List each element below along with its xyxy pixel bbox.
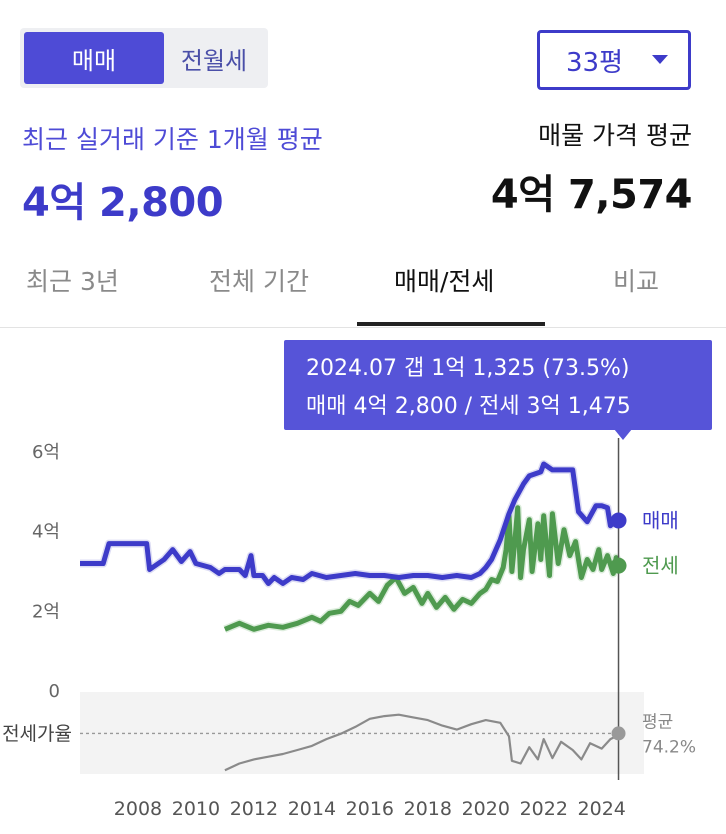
chart-tooltip: 2024.07 갭 1억 1,325 (73.5%) 매매 4억 2,800 /… <box>284 340 712 430</box>
x-tick-label: 2016 <box>346 798 394 820</box>
x-tick-label: 2012 <box>230 798 278 820</box>
jeonse-end-dot <box>610 557 627 574</box>
series-group <box>80 460 626 772</box>
chevron-down-icon <box>652 55 668 64</box>
listing-average-value: 4억 7,574 <box>490 172 693 218</box>
ratio-series-value: 74.2% <box>642 737 696 757</box>
sale-end-dot <box>610 512 627 529</box>
x-tick-label: 2008 <box>114 798 162 820</box>
recent-average-value: 4억 2,800 <box>22 180 224 226</box>
x-tick-label: 2018 <box>404 798 452 820</box>
period-tabs: 최근 3년 전체 기간 매매/전세 비교 <box>0 252 726 328</box>
ratio-line <box>224 713 623 772</box>
tooltip-price-line: 매매 4억 2,800 / 전세 3억 1,475 <box>306 394 631 419</box>
tooltip-arrow <box>614 429 632 440</box>
y-tick-label: 2억 <box>32 601 60 622</box>
recent-average-label: 최근 실거래 기준 1개월 평균 <box>22 125 323 154</box>
x-tick-label: 2024 <box>578 798 626 820</box>
sale-line <box>80 461 623 586</box>
y-tick-label: 0 <box>49 681 60 702</box>
tab-compare[interactable]: 비교 <box>613 267 660 296</box>
x-tick-label: 2010 <box>172 798 220 820</box>
area-size-dropdown[interactable]: 33평 <box>537 30 691 90</box>
ratio-end-dot <box>611 726 626 741</box>
x-tick-label: 2022 <box>520 798 568 820</box>
y-tick-label: 4억 <box>32 522 60 543</box>
tab-recent-3-years[interactable]: 최근 3년 <box>26 267 119 296</box>
ratio-axis-label: 전세가율 <box>2 723 72 745</box>
x-tick-label: 2014 <box>288 798 336 820</box>
tab-sale-jeonse[interactable]: 매매/전세 <box>394 267 495 296</box>
y-tick-label: 6억 <box>32 442 60 463</box>
x-axis: 2008 2010 2012 2014 2016 2018 2020 2022 2024 <box>114 798 626 820</box>
listing-average-label: 매물 가격 평균 <box>538 121 692 150</box>
y-axis: 6억 4억 2억 0 <box>32 442 60 702</box>
trade-type-toggle: 매매 전월세 <box>20 28 268 88</box>
ratio-series-label: 평균 <box>642 712 673 732</box>
jeonse-halo <box>223 503 626 634</box>
jeonse-line <box>223 505 625 632</box>
sale-toggle-button[interactable]: 매매 <box>24 32 164 84</box>
x-tick-label: 2020 <box>462 798 510 820</box>
tooltip-gap-line: 2024.07 갭 1억 1,325 (73.5%) <box>306 356 630 381</box>
area-size-value: 33평 <box>566 47 624 78</box>
rent-toggle-button[interactable]: 전월세 <box>180 46 248 75</box>
sale-series-label: 매매 <box>642 509 679 533</box>
active-tab-indicator <box>357 322 545 326</box>
jeonse-series-label: 전세 <box>642 554 679 578</box>
tab-all-period[interactable]: 전체 기간 <box>209 267 309 296</box>
